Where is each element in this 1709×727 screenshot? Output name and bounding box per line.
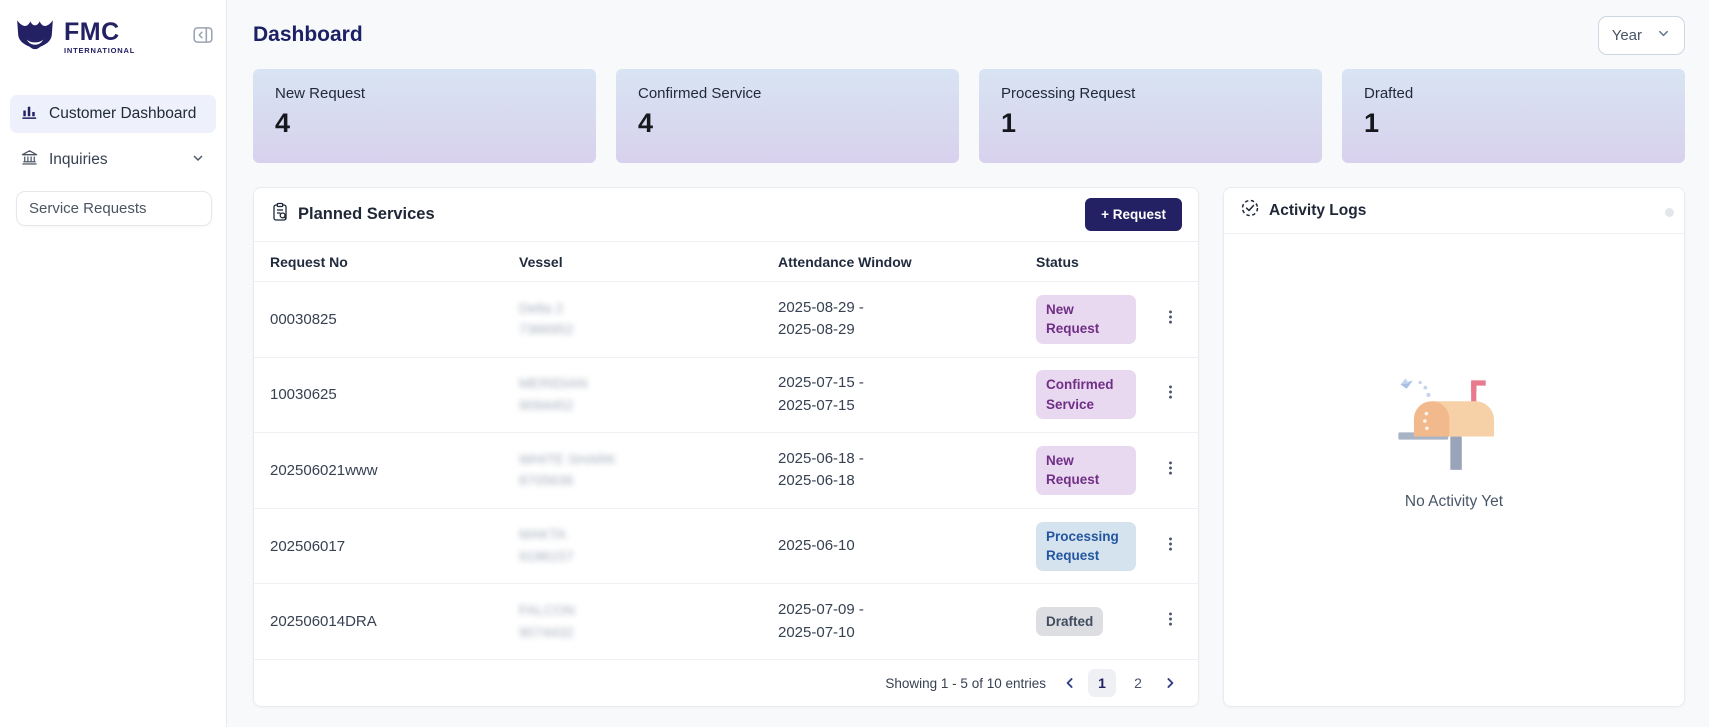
clipboard-search-icon xyxy=(270,202,290,227)
stat-value: 1 xyxy=(1001,108,1017,138)
brand-text: FMC INTERNATIONAL xyxy=(64,20,135,55)
chevron-down-icon xyxy=(190,150,206,171)
vessel-cell-redacted: MAKTA 9186157 xyxy=(519,526,574,565)
pagination-prev-icon[interactable] xyxy=(1060,673,1080,693)
stat-card: Drafted 1 xyxy=(1342,69,1685,163)
table-row[interactable]: 00030825 Delta 2 7366952 2025-08-29 - 20… xyxy=(254,282,1198,358)
sidebar-item-customer-dashboard[interactable]: Customer Dashboard xyxy=(10,95,216,133)
vessel-cell-redacted: Delta 2 7366952 xyxy=(519,299,574,338)
row-actions-kebab-icon[interactable] xyxy=(1156,531,1185,562)
table-row[interactable]: 202506017 MAKTA 9186157 2025-06-10 Proce… xyxy=(254,509,1198,585)
pagination-summary: Showing 1 - 5 of 10 entries xyxy=(885,675,1046,691)
row-actions-kebab-icon[interactable] xyxy=(1156,379,1185,410)
row-actions-kebab-icon[interactable] xyxy=(1156,455,1185,486)
status-badge: New Request xyxy=(1036,294,1136,344)
sidebar-item-inquiries[interactable]: Inquiries xyxy=(10,141,216,179)
planned-services-title: Planned Services xyxy=(298,205,435,223)
request-no-cell: 202506021www xyxy=(270,461,378,479)
attendance-window-cell: 2025-06-10 xyxy=(778,536,855,554)
stat-card: New Request 4 xyxy=(253,69,596,163)
brand-logo: FMC INTERNATIONAL xyxy=(14,14,135,61)
status-badge: New Request xyxy=(1036,445,1136,496)
attendance-window-cell: 2025-08-29 - 2025-08-29 xyxy=(778,298,864,339)
col-vessel: Vessel xyxy=(519,253,563,270)
pagination-next-icon[interactable] xyxy=(1160,673,1180,693)
sidebar-item-label: Customer Dashboard xyxy=(49,105,197,122)
sidebar-item-label: Inquiries xyxy=(49,151,108,168)
activity-check-icon xyxy=(1240,198,1260,223)
row-actions-kebab-icon[interactable] xyxy=(1156,606,1185,637)
add-request-button[interactable]: + Request xyxy=(1085,198,1182,231)
main-header: Dashboard Year xyxy=(253,13,1685,57)
no-activity-text: No Activity Yet xyxy=(1404,492,1504,510)
sidebar: FMC INTERNATIONAL xyxy=(0,0,227,727)
vessel-cell-redacted: WHITE SHARK 8705636 xyxy=(519,450,617,489)
status-badge: Confirmed Service xyxy=(1036,370,1136,420)
table-pagination: Showing 1 - 5 of 10 entries 1 2 xyxy=(254,660,1198,706)
mailbox-illustration xyxy=(1392,370,1517,479)
fmc-shield-icon xyxy=(14,14,56,61)
pagination-page-1[interactable]: 1 xyxy=(1088,669,1116,697)
table-header: Request No Vessel Attendance Window Stat… xyxy=(254,242,1198,282)
col-attendance-window: Attendance Window xyxy=(778,253,912,270)
stat-value: 4 xyxy=(638,108,654,138)
planned-services-card: Planned Services + Request Request No Ve… xyxy=(253,187,1199,707)
vessel-cell-redacted: MERIDIAN 9094452 xyxy=(519,375,588,413)
attendance-window-cell: 2025-07-15 - 2025-07-15 xyxy=(778,374,864,414)
period-filter-value: Year xyxy=(1611,26,1642,44)
stat-label: Processing Request xyxy=(1001,85,1136,102)
stat-label: New Request xyxy=(275,85,366,102)
brand-name: FMC xyxy=(64,18,120,47)
col-request-no: Request No xyxy=(270,253,348,270)
table-row[interactable]: 202506014DRA FALCON 9074432 2025-07-09 -… xyxy=(254,584,1198,660)
stat-label: Drafted xyxy=(1364,85,1414,102)
scrollbar-thumb[interactable] xyxy=(1665,208,1674,217)
request-no-cell: 00030825 xyxy=(270,310,337,328)
table-row[interactable]: 202506021www WHITE SHARK 8705636 2025-06… xyxy=(254,433,1198,509)
period-filter-select[interactable]: Year xyxy=(1597,15,1685,55)
status-badge: Processing Request xyxy=(1036,521,1136,571)
sidebar-collapse-icon[interactable] xyxy=(192,24,214,51)
attendance-window-cell: 2025-06-18 - 2025-06-18 xyxy=(778,449,864,490)
main-content: Dashboard Year New Request 4 Confirmed S… xyxy=(227,0,1709,727)
request-no-cell: 202506017 xyxy=(270,537,346,555)
bank-icon xyxy=(20,148,39,172)
logo-row: FMC INTERNATIONAL xyxy=(10,14,216,61)
attendance-window-cell: 2025-07-09 - 2025-07-10 xyxy=(778,601,864,641)
stat-card: Confirmed Service 4 xyxy=(616,69,959,163)
planned-services-header: Planned Services + Request xyxy=(254,188,1198,242)
activity-logs-card: Activity Logs xyxy=(1223,187,1685,707)
sidebar-nav: Customer Dashboard Inquiries xyxy=(10,95,216,226)
vessel-cell-redacted: FALCON 9074432 xyxy=(519,601,576,640)
activity-logs-header: Activity Logs xyxy=(1224,188,1684,234)
sidebar-subitem-service-requests[interactable]: Service Requests xyxy=(16,191,212,226)
bar-chart-icon xyxy=(20,102,39,126)
status-badge: Drafted xyxy=(1036,606,1104,637)
brand-subtitle: INTERNATIONAL xyxy=(64,46,136,56)
pagination-page-2[interactable]: 2 xyxy=(1134,675,1142,691)
table-body: 00030825 Delta 2 7366952 2025-08-29 - 20… xyxy=(254,282,1198,660)
stats-row: New Request 4 Confirmed Service 4 Proces… xyxy=(253,69,1685,163)
activity-empty-state: No Activity Yet xyxy=(1224,174,1684,706)
activity-logs-title: Activity Logs xyxy=(1269,201,1367,219)
stat-label: Confirmed Service xyxy=(638,85,762,102)
chevron-down-icon xyxy=(1656,26,1671,45)
stat-value: 4 xyxy=(275,108,291,138)
request-no-cell: 10030625 xyxy=(270,386,337,404)
page-title: Dashboard xyxy=(253,23,363,46)
stat-value: 1 xyxy=(1364,108,1380,138)
table-row[interactable]: 10030625 MERIDIAN 9094452 2025-07-15 - 2… xyxy=(254,358,1198,434)
content-row: Planned Services + Request Request No Ve… xyxy=(253,187,1685,707)
col-status: Status xyxy=(1036,253,1079,270)
request-no-cell: 202506014DRA xyxy=(270,613,377,631)
row-actions-kebab-icon[interactable] xyxy=(1156,304,1185,335)
stat-card: Processing Request 1 xyxy=(979,69,1322,163)
